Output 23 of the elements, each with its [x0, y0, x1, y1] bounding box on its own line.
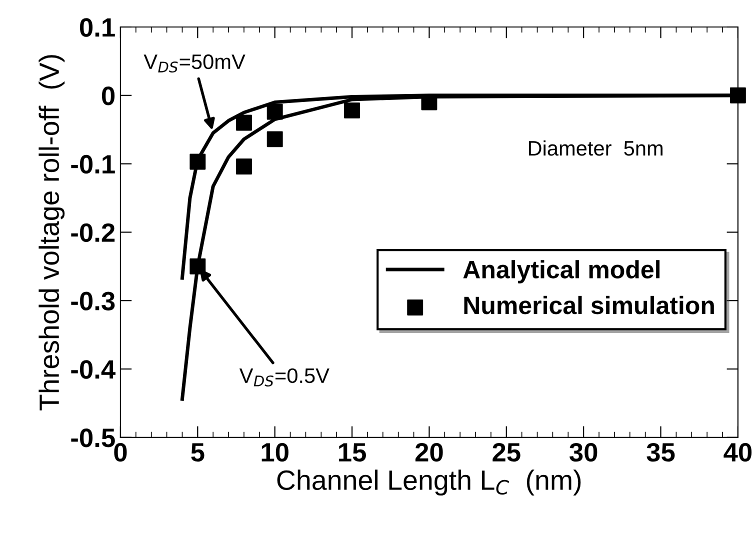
y-tick-label: -0.5 — [71, 428, 115, 448]
x-tick-label: 30 — [570, 442, 598, 462]
annotation: Diameter 5nm — [528, 140, 662, 156]
x-tick-label: 10 — [262, 442, 288, 462]
y-tick-label: -0.3 — [71, 292, 115, 310]
x-tick-label: 0 — [114, 442, 127, 462]
y-tick-label: 0.1 — [80, 18, 115, 37]
y-tick-label: -0.1 — [71, 154, 115, 174]
x-tick-label: 25 — [492, 442, 520, 462]
annotation: V$_{DS}$=50mV — [144, 54, 246, 73]
x-tick-label: 20 — [415, 442, 443, 462]
x-tick-label: 40 — [724, 442, 752, 462]
x-tick-label: 35 — [646, 442, 675, 462]
x-tick-label: 5 — [191, 443, 204, 462]
x-axis-title: Channel Length L$_{C}$ (nm) — [277, 470, 581, 496]
y-tick-label: -0.2 — [71, 223, 115, 242]
legend-label: Numerical simulation — [464, 296, 714, 314]
y-tick-label: -0.4 — [71, 360, 116, 379]
annotation: V$_{DS}$=0.5V — [239, 368, 330, 386]
legend-label: Analytical model — [463, 260, 660, 284]
y-tick-label: 0 — [102, 86, 115, 106]
y-axis-title: Threshold voltage roll-off (V) — [38, 55, 65, 410]
x-tick-label: 15 — [339, 443, 366, 462]
